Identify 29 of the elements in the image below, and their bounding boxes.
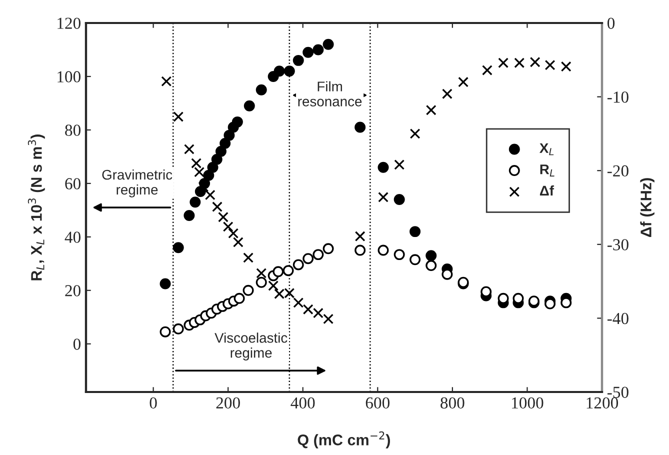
x-axis-title: Q (mC cm$^{−2}$) <box>298 431 390 448</box>
annotation: Film resonance <box>298 81 362 106</box>
y2-tick-label: -10 <box>607 92 628 103</box>
y-tick-label: 120 <box>58 18 81 29</box>
x-tick-label: 600 <box>366 397 390 409</box>
y2-tick-label: 0 <box>607 18 615 29</box>
x-tick-label: 200 <box>216 397 240 409</box>
annotation: Viscoelastic regime <box>214 332 288 360</box>
text: R$_{L}$, X$_{L}$ x 10$^{3}$ (N s m$^{3}$) <box>28 134 45 280</box>
y-tick-label: 40 <box>64 232 81 243</box>
y2-tick-label: -20 <box>607 165 628 177</box>
y-tick-label: 0 <box>73 338 81 350</box>
x-tick-label: 1000 <box>512 397 544 409</box>
y-tick-label: 20 <box>65 285 81 296</box>
x-tick-label: 800 <box>440 397 464 409</box>
annotation: Gravimetric regime <box>102 169 172 198</box>
x-tick-label: 0 <box>150 397 157 409</box>
y-tick-label: 100 <box>58 71 81 82</box>
y2-axis-title: Δf (KHz) <box>640 178 654 237</box>
y2-tick-label: -50 <box>607 386 628 398</box>
x-tick-label: 400 <box>290 397 315 409</box>
x-tick-label: 1200 <box>586 397 618 409</box>
y2-tick-label: -40 <box>607 312 628 324</box>
y-tick-label: 80 <box>65 124 81 136</box>
legend-label: X$_{L}$ <box>540 143 554 156</box>
y-tick-label: 60 <box>65 178 81 190</box>
legend-label: R$_{L}$ <box>540 164 554 176</box>
legend-label: Δf <box>540 185 554 196</box>
y2-tick-label: -30 <box>607 239 628 250</box>
